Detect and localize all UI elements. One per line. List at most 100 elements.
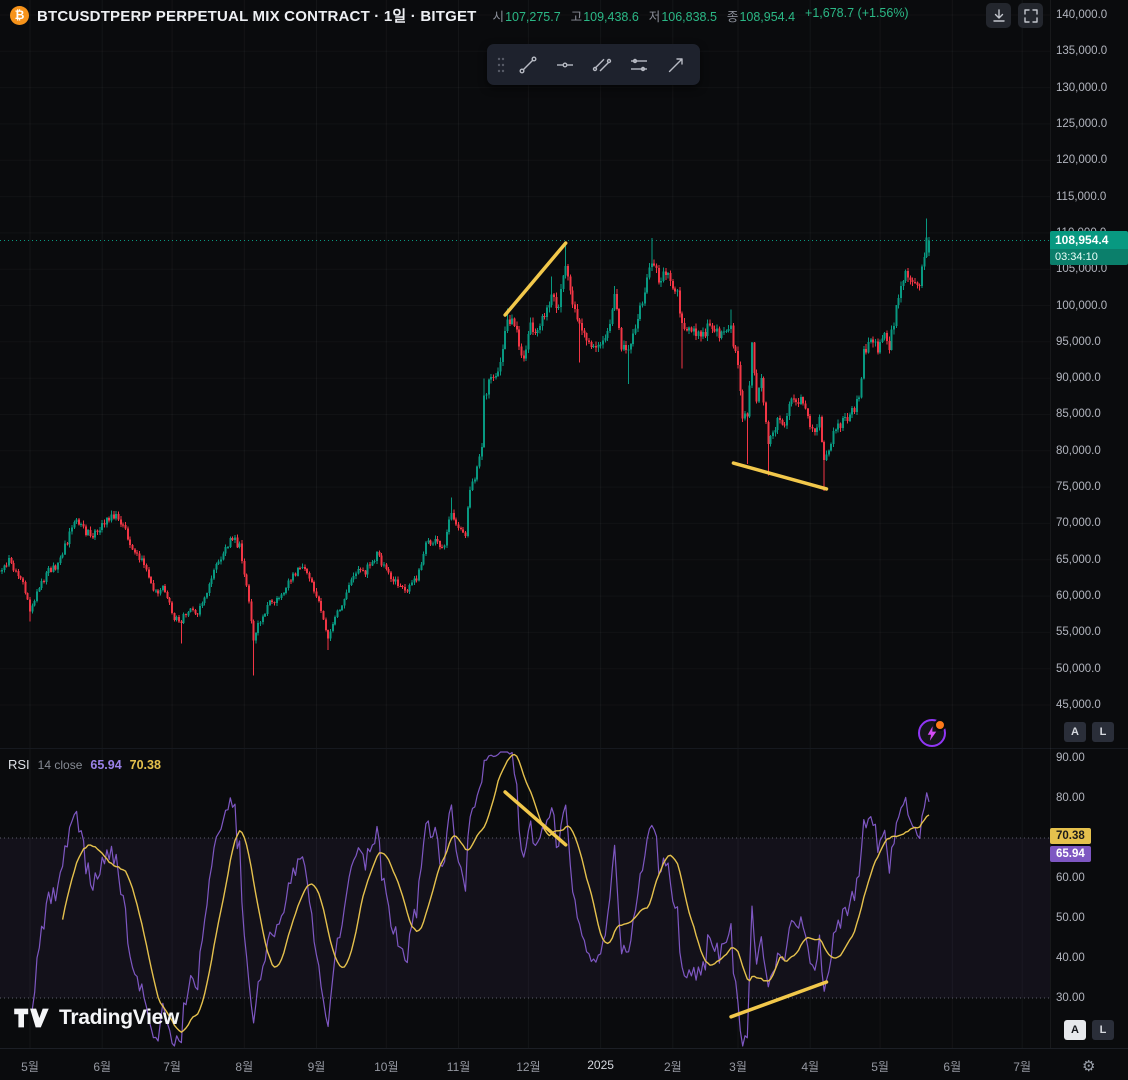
bitcoin-icon: ₿ xyxy=(10,5,29,25)
fullscreen-button[interactable] xyxy=(1018,3,1043,28)
time-axis-label: 4월 xyxy=(801,1060,820,1074)
price-axis-label: 65,000.0 xyxy=(1056,553,1101,566)
rsi-auto-scale-button[interactable]: A xyxy=(1064,1020,1086,1040)
rsi-axis-label: 80.00 xyxy=(1056,792,1085,804)
axis-divider xyxy=(1050,0,1051,1048)
rsi-axis-label: 30.00 xyxy=(1056,992,1085,1004)
time-axis-label: 8월 xyxy=(235,1060,254,1074)
rsi-trendline[interactable] xyxy=(503,790,568,847)
parallel-channel-icon xyxy=(592,58,611,71)
time-axis-label: 12월 xyxy=(516,1060,541,1074)
tradingview-mark-icon xyxy=(14,1008,49,1028)
rsi-axis-label: 50.00 xyxy=(1056,912,1085,924)
bar-countdown: 03:34:10 xyxy=(1050,249,1128,266)
tradingview-logo[interactable]: TradingView xyxy=(12,1004,179,1032)
time-axis-label: 10월 xyxy=(374,1060,399,1074)
price-trendline[interactable] xyxy=(503,241,568,317)
auto-scale-button[interactable]: A xyxy=(1064,722,1086,742)
price-axis-label: 90,000.0 xyxy=(1056,372,1101,385)
rsi-title: RSI xyxy=(8,757,30,772)
rsi-scale-buttons: A L xyxy=(1064,1020,1114,1040)
trend-arrow-icon xyxy=(668,57,683,72)
low-label: 저 xyxy=(648,9,661,24)
rsi-ma-badge: 70.38 xyxy=(1050,828,1091,845)
open-value: 107,275.7 xyxy=(505,9,561,24)
ohlc-close: 종108,954.4 xyxy=(727,6,795,25)
high-label: 고 xyxy=(570,9,583,24)
price-axis-label: 45,000.0 xyxy=(1056,699,1101,711)
trend-arrow-tool-button[interactable] xyxy=(658,48,693,81)
price-axis-label: 75,000.0 xyxy=(1056,481,1101,494)
fullscreen-icon xyxy=(1023,8,1038,23)
flat-channel-icon xyxy=(630,58,647,71)
time-axis[interactable]: 5월 6월 7월 8월 9월 10월 11월 12월 2025 2월 3월 4월 5월 6월 7월 xyxy=(0,1048,1128,1080)
rsi-legend[interactable]: RSI 14 close 65.94 70.38 xyxy=(8,757,161,772)
settings-gear-icon[interactable]: ⚙ xyxy=(1082,1058,1096,1075)
price-axis[interactable]: 108,954.4 03:34:10 70.38 65.94 A L A L 1… xyxy=(1050,0,1128,1080)
rsi-log-scale-button[interactable]: L xyxy=(1092,1020,1114,1040)
parallel-channel-tool-button[interactable] xyxy=(584,48,619,81)
price-axis-label: 140,000.0 xyxy=(1056,9,1108,21)
trend-line-icon xyxy=(519,56,536,73)
time-axis-label: 6월 xyxy=(93,1060,112,1074)
change-value: +1,678.7 (+1.56%) xyxy=(805,5,909,20)
time-axis-label: 3월 xyxy=(729,1060,747,1074)
chart-canvas[interactable] xyxy=(0,0,1050,1048)
price-axis-label: 105,000.0 xyxy=(1056,263,1108,276)
price-axis-label: 135,000.0 xyxy=(1056,45,1108,58)
low-value: 106,838.5 xyxy=(661,9,717,24)
price-trendline[interactable] xyxy=(731,461,829,491)
time-axis-label: 7월 xyxy=(163,1060,181,1074)
time-axis-label: 5월 xyxy=(871,1060,889,1074)
symbol-title[interactable]: BTCUSDTPERP PERPETUAL MIX CONTRACT · 1일 … xyxy=(37,7,477,25)
horizontal-line-tool-button[interactable] xyxy=(547,48,582,81)
price-axis-label: 50,000.0 xyxy=(1056,662,1101,675)
chart-header: ₿ BTCUSDTPERP PERPETUAL MIX CONTRACT · 1… xyxy=(0,0,1128,30)
grid xyxy=(0,0,1050,1048)
rsi-ma-line xyxy=(61,753,930,1033)
price-axis-label: 95,000.0 xyxy=(1056,335,1101,348)
candlesticks xyxy=(0,218,930,676)
download-icon xyxy=(992,8,1005,22)
close-label: 종 xyxy=(726,9,739,24)
horizontal-line-icon xyxy=(556,61,573,67)
trend-line-tool-button[interactable] xyxy=(510,48,545,81)
time-axis-label: 9월 xyxy=(307,1060,326,1074)
ohlc-low: 저106,838.5 xyxy=(649,6,717,25)
price-axis-label: 85,000.0 xyxy=(1056,408,1101,421)
price-axis-label: 70,000.0 xyxy=(1056,517,1101,530)
time-axis-label: 2월 xyxy=(663,1060,682,1074)
drawing-toolbar xyxy=(487,44,700,85)
lightning-button[interactable] xyxy=(918,719,946,747)
rsi-line xyxy=(31,751,930,1047)
price-axis-label: 125,000.0 xyxy=(1056,117,1108,130)
download-button[interactable] xyxy=(986,3,1011,28)
lightning-icon xyxy=(927,725,937,741)
price-axis-label: 130,000.0 xyxy=(1056,81,1108,94)
toolbar-drag-handle[interactable] xyxy=(494,48,508,81)
flat-channel-tool-button[interactable] xyxy=(621,48,656,81)
price-axis-label: 115,000.0 xyxy=(1056,190,1107,203)
time-axis-label: 6월 xyxy=(943,1060,962,1074)
rsi-trendline[interactable] xyxy=(729,980,829,1019)
open-label: 시 xyxy=(492,9,505,24)
time-axis-label: 11월 xyxy=(446,1060,471,1074)
ohlc-high: 고109,438.6 xyxy=(571,6,639,25)
price-axis-label: 60,000.0 xyxy=(1056,590,1101,603)
price-axis-label: 80,000.0 xyxy=(1056,444,1101,457)
price-axis-label: 55,000.0 xyxy=(1056,626,1101,639)
time-axis-label: 7월 xyxy=(1013,1060,1031,1074)
rsi-axis-label: 90.00 xyxy=(1056,752,1085,764)
ohlc-legend: 시107,275.7 고109,438.6 저106,838.5 종108,95… xyxy=(493,6,909,25)
rsi-axis-label: 40.00 xyxy=(1056,952,1085,964)
log-scale-button[interactable]: L xyxy=(1092,722,1114,742)
price-axis-label: 100,000.0 xyxy=(1056,299,1108,312)
price-scale-buttons: A L xyxy=(1064,722,1114,742)
pane-divider xyxy=(0,748,1128,749)
price-axis-label: 120,000.0 xyxy=(1056,154,1108,167)
tradingview-wordmark: TradingView xyxy=(59,1006,180,1029)
high-value: 109,438.6 xyxy=(583,9,639,24)
close-value: 108,954.4 xyxy=(739,9,796,24)
time-axis-label: 5월 xyxy=(21,1060,39,1074)
rsi-value-badge: 65.94 xyxy=(1050,846,1091,863)
